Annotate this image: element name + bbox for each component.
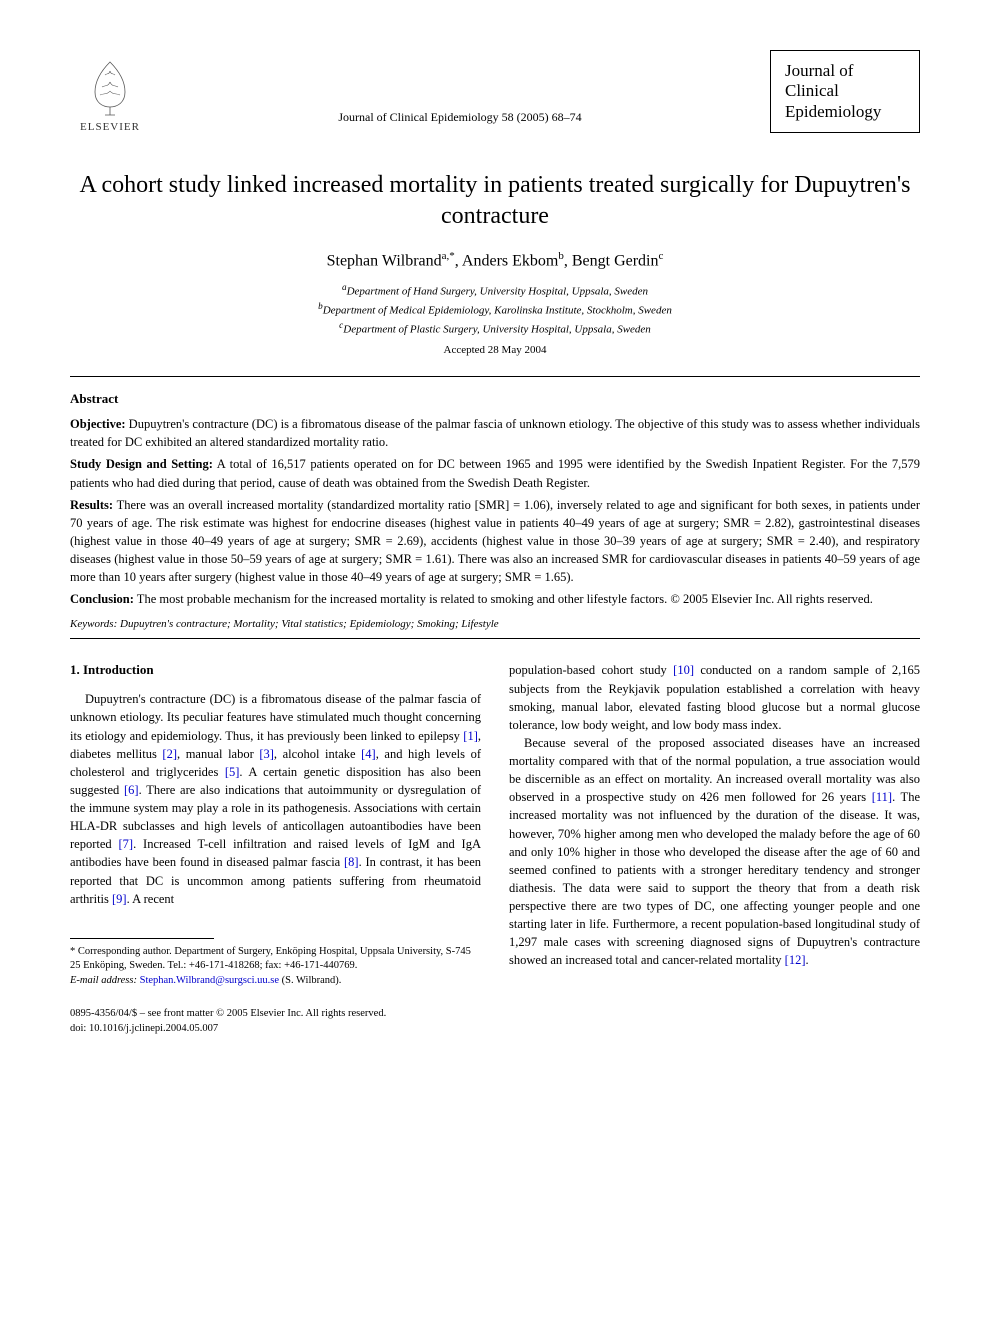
corresponding-text: * Corresponding author. Department of Su… <box>70 945 481 974</box>
section-1-heading: 1. Introduction <box>70 661 481 680</box>
conclusion-label: Conclusion: <box>70 592 134 606</box>
keywords-line: Keywords: Dupuytren's contracture; Morta… <box>70 618 920 630</box>
journal-reference: Journal of Clinical Epidemiology 58 (200… <box>150 50 770 125</box>
email-line: E-mail address: Stephan.Wilbrand@surgsci… <box>70 974 481 989</box>
corresponding-author-footnote: * Corresponding author. Department of Su… <box>70 945 481 989</box>
objective-text: Dupuytren's contracture (DC) is a fibrom… <box>70 417 920 449</box>
publisher-logo: ELSEVIER <box>70 50 150 140</box>
column-left: 1. Introduction Dupuytren's contracture … <box>70 661 481 988</box>
ref-link-10[interactable]: [10] <box>673 663 694 677</box>
column-right: population-based cohort study [10] condu… <box>509 661 920 988</box>
keywords-label: Keywords: <box>70 618 117 630</box>
design-label: Study Design and Setting: <box>70 457 213 471</box>
author-1: Stephan Wilbrand <box>327 253 442 270</box>
header-row: ELSEVIER Journal of Clinical Epidemiolog… <box>70 50 920 140</box>
intro-paragraph-1-cont: population-based cohort study [10] condu… <box>509 661 920 734</box>
ref-link-1[interactable]: [1] <box>463 729 478 743</box>
ref-link-3[interactable]: [3] <box>259 747 274 761</box>
ref-link-9[interactable]: [9] <box>112 892 127 906</box>
affiliations: aDepartment of Hand Surgery, University … <box>70 281 920 338</box>
ref-link-12[interactable]: [12] <box>785 953 806 967</box>
abstract-results: Results: There was an overall increased … <box>70 496 920 587</box>
affiliation-c: cDepartment of Plastic Surgery, Universi… <box>70 319 920 338</box>
email-address[interactable]: Stephan.Wilbrand@surgsci.uu.se <box>140 975 279 986</box>
abstract-heading: Abstract <box>70 391 920 407</box>
results-label: Results: <box>70 498 113 512</box>
ref-link-5[interactable]: [5] <box>225 765 240 779</box>
elsevier-tree-icon <box>80 57 140 117</box>
abstract-objective: Objective: Dupuytren's contracture (DC) … <box>70 415 920 451</box>
conclusion-text: The most probable mechanism for the incr… <box>134 592 873 606</box>
copyright-line: 0895-4356/04/$ – see front matter © 2005… <box>70 1007 920 1036</box>
author-2: Anders Ekbom <box>462 253 558 270</box>
ref-link-8[interactable]: [8] <box>344 855 359 869</box>
intro-paragraph-1: Dupuytren's contracture (DC) is a fibrom… <box>70 690 481 908</box>
ref-link-11[interactable]: [11] <box>872 790 892 804</box>
article-title: A cohort study linked increased mortalit… <box>70 170 920 232</box>
email-label: E-mail address: <box>70 975 137 986</box>
authors-line: Stephan Wilbranda,*, Anders Ekbomb, Beng… <box>70 250 920 270</box>
keywords-text: Dupuytren's contracture; Mortality; Vita… <box>117 618 498 630</box>
author-3: Bengt Gerdin <box>572 253 659 270</box>
divider-bottom <box>70 638 920 639</box>
ref-link-2[interactable]: [2] <box>162 747 177 761</box>
body-columns: 1. Introduction Dupuytren's contracture … <box>70 661 920 988</box>
journal-box-title: Journal of Clinical Epidemiology <box>785 61 905 122</box>
ref-link-4[interactable]: [4] <box>361 747 376 761</box>
intro-paragraph-2: Because several of the proposed associat… <box>509 734 920 970</box>
author-3-sup: c <box>659 250 664 262</box>
affiliation-a: aDepartment of Hand Surgery, University … <box>70 281 920 300</box>
copyright-text: 0895-4356/04/$ – see front matter © 2005… <box>70 1007 920 1022</box>
divider-top <box>70 376 920 377</box>
email-suffix: (S. Wilbrand). <box>279 975 341 986</box>
author-2-sup: b <box>558 250 564 262</box>
ref-link-6[interactable]: [6] <box>124 783 139 797</box>
results-text: There was an overall increased mortality… <box>70 498 920 585</box>
footnote-divider <box>70 938 214 939</box>
author-1-sup: a,* <box>442 250 455 262</box>
abstract-design: Study Design and Setting: A total of 16,… <box>70 455 920 491</box>
ref-link-7[interactable]: [7] <box>119 837 134 851</box>
accepted-date: Accepted 28 May 2004 <box>70 344 920 356</box>
affiliation-b: bDepartment of Medical Epidemiology, Kar… <box>70 300 920 319</box>
publisher-name: ELSEVIER <box>80 121 140 133</box>
objective-label: Objective: <box>70 417 126 431</box>
journal-title-box: Journal of Clinical Epidemiology <box>770 50 920 133</box>
abstract-conclusion: Conclusion: The most probable mechanism … <box>70 590 920 608</box>
doi-text: doi: 10.1016/j.jclinepi.2004.05.007 <box>70 1022 920 1037</box>
